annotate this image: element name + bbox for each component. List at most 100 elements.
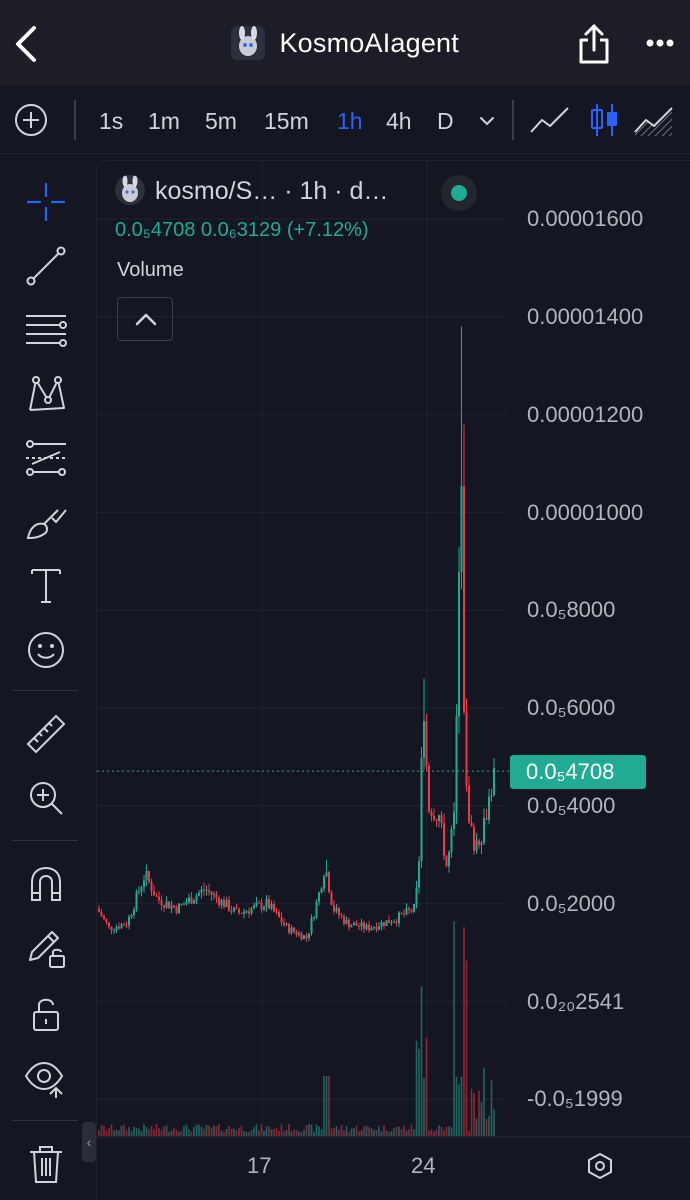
candle-body (290, 927, 293, 933)
timeframe-1s[interactable]: 1s (99, 108, 124, 134)
ohlc-values: 0.0₅4708 0.0₆3129 (+7.12%) (115, 219, 369, 241)
candle-body (328, 872, 330, 893)
crosshair-tool[interactable] (22, 178, 70, 226)
hide-drawings-tool[interactable] (22, 1054, 70, 1102)
candle-body (158, 896, 160, 901)
add-indicator-button[interactable] (14, 103, 48, 137)
timeframe-15m[interactable]: 15m (264, 108, 309, 134)
volume-bar (445, 1126, 448, 1136)
line-chart-icon (530, 107, 569, 133)
lock-drawing-tool[interactable] (22, 924, 70, 972)
volume-bar (338, 1129, 340, 1136)
volume-bar (305, 1125, 308, 1136)
volume-bar (220, 1130, 223, 1136)
lock-all-tool[interactable] (22, 990, 70, 1038)
candle-body (363, 922, 365, 930)
forecast-lines-icon (26, 440, 66, 476)
candle-body (240, 912, 243, 914)
volume-bar (328, 1076, 330, 1136)
fib-retracement-tool[interactable] (22, 306, 70, 354)
collapse-legend-button[interactable] (117, 297, 173, 341)
price-axis-label: 0.0₅6000 (527, 695, 616, 720)
candle-body (320, 888, 323, 893)
volume-bar (323, 1076, 325, 1136)
zoom-in-tool[interactable] (22, 774, 70, 822)
remove-drawings-tool[interactable] (22, 1140, 70, 1188)
volume-bar (255, 1124, 258, 1136)
volume-bar (383, 1125, 385, 1136)
chart-panel[interactable]: kosmo/S… · 1h · d… 0.0₅4708 0.0₆3129 (+7… (96, 160, 690, 1200)
volume-bar (233, 1128, 235, 1136)
volume-bar (263, 1130, 265, 1136)
price-axis-label: 0.00001600 (527, 206, 644, 231)
share-button[interactable] (574, 22, 614, 66)
market-status[interactable] (441, 175, 477, 211)
timeframe-1h[interactable]: 1h (337, 108, 363, 134)
candle-body (263, 907, 265, 910)
timeframe-4h[interactable]: 4h (386, 108, 412, 134)
candle-body (295, 931, 298, 935)
timeframe-5m[interactable]: 5m (205, 108, 237, 134)
candle-body (365, 924, 368, 930)
candle-body (230, 910, 233, 912)
brush-tool[interactable] (22, 498, 70, 546)
timeframe-d[interactable]: D (437, 108, 454, 134)
volume-bar (143, 1124, 145, 1136)
volume-bar (155, 1124, 158, 1136)
volume-bar (195, 1124, 198, 1136)
pattern-tool[interactable] (22, 370, 70, 418)
volume-bar (350, 1128, 353, 1136)
candle-body (338, 907, 340, 916)
volume-bar (330, 1128, 333, 1136)
area-chart-type-button[interactable] (632, 102, 676, 138)
volume-bar (413, 1129, 415, 1136)
timeframe-1m[interactable]: 1m (148, 108, 180, 134)
candle-body (123, 924, 125, 926)
volume-bar (208, 1125, 210, 1136)
candle-body (385, 920, 388, 926)
toolbar-collapse-handle[interactable]: ‹ (82, 1122, 96, 1162)
volume-bar (390, 1131, 393, 1136)
candle-body (355, 922, 358, 927)
volume-bar (455, 1076, 458, 1136)
chart-settings-button[interactable] (585, 1151, 615, 1181)
volume-bar (438, 1125, 440, 1136)
volume-bar (103, 1125, 105, 1136)
token-logo-icon (115, 175, 145, 205)
candle-body (288, 923, 290, 933)
trendline-tool[interactable] (22, 242, 70, 290)
magnet-tool[interactable] (22, 860, 70, 908)
timeframe-dropdown-button[interactable] (476, 110, 498, 132)
chevron-down-icon (480, 117, 494, 126)
volume-bar (440, 1126, 443, 1136)
candle-body (210, 891, 213, 895)
settings-hexagon-icon (588, 1153, 612, 1179)
back-button[interactable] (8, 22, 48, 66)
candle-body (433, 815, 435, 820)
candle-body (228, 900, 230, 911)
candle-body (488, 796, 490, 820)
emoji-tool[interactable] (22, 626, 70, 674)
volume-bar (375, 1130, 378, 1136)
candle-body (468, 785, 470, 823)
text-tool[interactable] (22, 562, 70, 610)
volume-bar (170, 1130, 173, 1136)
measure-tool[interactable] (22, 710, 70, 758)
volume-bar (113, 1130, 115, 1136)
more-options-button[interactable] (640, 28, 680, 58)
app-logo-icon (231, 26, 266, 60)
candle-body (220, 899, 223, 906)
volume-bar (168, 1131, 170, 1136)
candle-body (330, 892, 333, 905)
volume-bar (483, 1067, 485, 1136)
candle-body (205, 890, 208, 892)
volume-indicator-label[interactable]: Volume (117, 259, 184, 281)
price-chart[interactable] (97, 161, 690, 1200)
volume-bar (190, 1131, 193, 1136)
candle-body (100, 911, 103, 917)
forecast-tool[interactable] (22, 434, 70, 482)
candle-chart-type-button[interactable] (586, 102, 630, 138)
line-chart-type-button[interactable] (528, 102, 572, 138)
candle-body (318, 892, 320, 902)
candle-body (358, 926, 360, 928)
